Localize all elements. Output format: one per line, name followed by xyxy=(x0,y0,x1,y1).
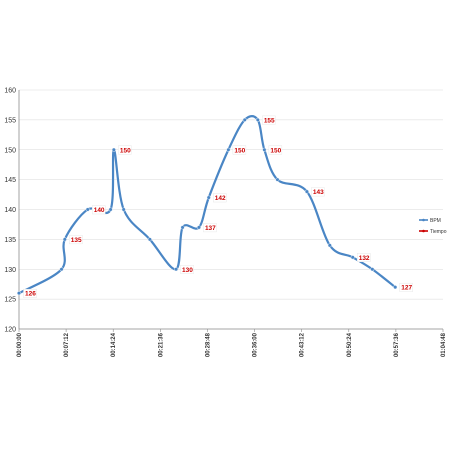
legend-label-1: Tiempo xyxy=(430,229,447,235)
y-tick-label-6: 150 xyxy=(4,147,16,154)
y-tick-label-8: 160 xyxy=(4,88,16,95)
data-label-6: 137 xyxy=(205,225,216,232)
data-label-box-0 xyxy=(23,288,37,298)
x-tick-label-1: 00:07:12 xyxy=(64,332,70,357)
y-axis-ticks: 120 125 130 135 140 145 150 155 160 xyxy=(4,88,16,334)
data-label-4: 130 xyxy=(182,267,193,274)
data-point-19 xyxy=(350,255,355,260)
x-tick-label-9: 01:04:48 xyxy=(441,332,447,357)
data-label-box-9 xyxy=(268,145,283,155)
data-point-21 xyxy=(393,285,398,290)
data-label-11: 132 xyxy=(359,255,370,262)
data-point-3 xyxy=(85,207,90,212)
data-label-8: 155 xyxy=(264,117,275,124)
data-point-10 xyxy=(196,225,201,230)
data-point-18 xyxy=(327,243,332,248)
data-label-box-6 xyxy=(203,223,217,233)
x-tick-label-4: 00:28:48 xyxy=(205,332,211,357)
data-point-14 xyxy=(255,117,260,122)
data-label-0: 126 xyxy=(25,291,36,298)
x-axis-ticks: 00:00:00 00:07:12 00:14:24 00:21:36 00:28:48… xyxy=(17,332,447,357)
data-point-9 xyxy=(180,225,185,230)
data-point-17 xyxy=(304,189,309,194)
data-label-box-1 xyxy=(69,235,83,245)
x-tick-label-0: 00:00:00 xyxy=(17,332,23,357)
axes xyxy=(18,90,444,332)
data-label-box-5 xyxy=(213,193,227,203)
data-label-box-10 xyxy=(311,187,325,197)
y-tick-label-5: 145 xyxy=(4,177,16,184)
legend-marker-1 xyxy=(422,229,425,233)
data-point-16 xyxy=(275,177,280,182)
data-label-box-8 xyxy=(262,115,276,125)
data-point-0 xyxy=(17,291,22,296)
data-labels: 126 135 140 150 130 142 137 150 155 150 143 132 127 xyxy=(23,115,413,298)
legend-marker-0 xyxy=(422,218,425,222)
x-tick-label-6: 00:43:12 xyxy=(300,332,306,357)
data-point-11 xyxy=(206,195,211,200)
x-tick-label-8: 00:57:36 xyxy=(394,332,400,357)
data-point-12 xyxy=(226,147,231,152)
data-point-8 xyxy=(174,267,179,272)
data-point-7 xyxy=(147,237,152,242)
data-label-box-11 xyxy=(357,253,371,263)
x-tick-label-7: 00:50:24 xyxy=(347,332,353,357)
data-label-box-4 xyxy=(180,265,194,274)
data-label-12: 127 xyxy=(401,285,412,292)
data-label-10: 143 xyxy=(313,189,324,196)
x-tick-label-2: 00:14:24 xyxy=(111,332,117,357)
x-tick-label-3: 00:21:36 xyxy=(158,332,164,357)
data-label-box-7 xyxy=(232,145,247,155)
data-point-1 xyxy=(59,267,64,272)
data-point-15 xyxy=(262,147,267,152)
legend-label-0: BPM xyxy=(430,218,441,224)
data-label-box-12 xyxy=(399,282,413,292)
data-label-2: 140 xyxy=(94,207,105,214)
data-label-7: 150 xyxy=(234,147,245,154)
data-point-6 xyxy=(121,207,126,212)
data-point-4 xyxy=(108,207,113,212)
x-tick-label-5: 00:36:00 xyxy=(253,332,259,357)
data-point-20 xyxy=(370,267,375,272)
data-label-box-3 xyxy=(118,145,132,155)
legend: BPM Tiempo xyxy=(419,218,447,235)
data-point-5 xyxy=(111,147,116,152)
y-tick-label-0: 120 xyxy=(4,327,16,334)
y-tick-label-7: 155 xyxy=(4,117,16,124)
data-label-1: 135 xyxy=(71,237,82,244)
y-tick-label-1: 125 xyxy=(4,297,16,304)
data-point-2 xyxy=(62,237,67,242)
data-label-box-2 xyxy=(92,205,106,215)
y-tick-label-2: 130 xyxy=(4,267,16,274)
y-tick-label-4: 140 xyxy=(4,207,16,214)
data-label-3: 150 xyxy=(120,147,131,154)
data-label-5: 142 xyxy=(215,195,226,202)
data-point-13 xyxy=(242,117,247,122)
y-tick-label-3: 135 xyxy=(4,237,16,244)
data-label-9: 150 xyxy=(270,147,281,154)
